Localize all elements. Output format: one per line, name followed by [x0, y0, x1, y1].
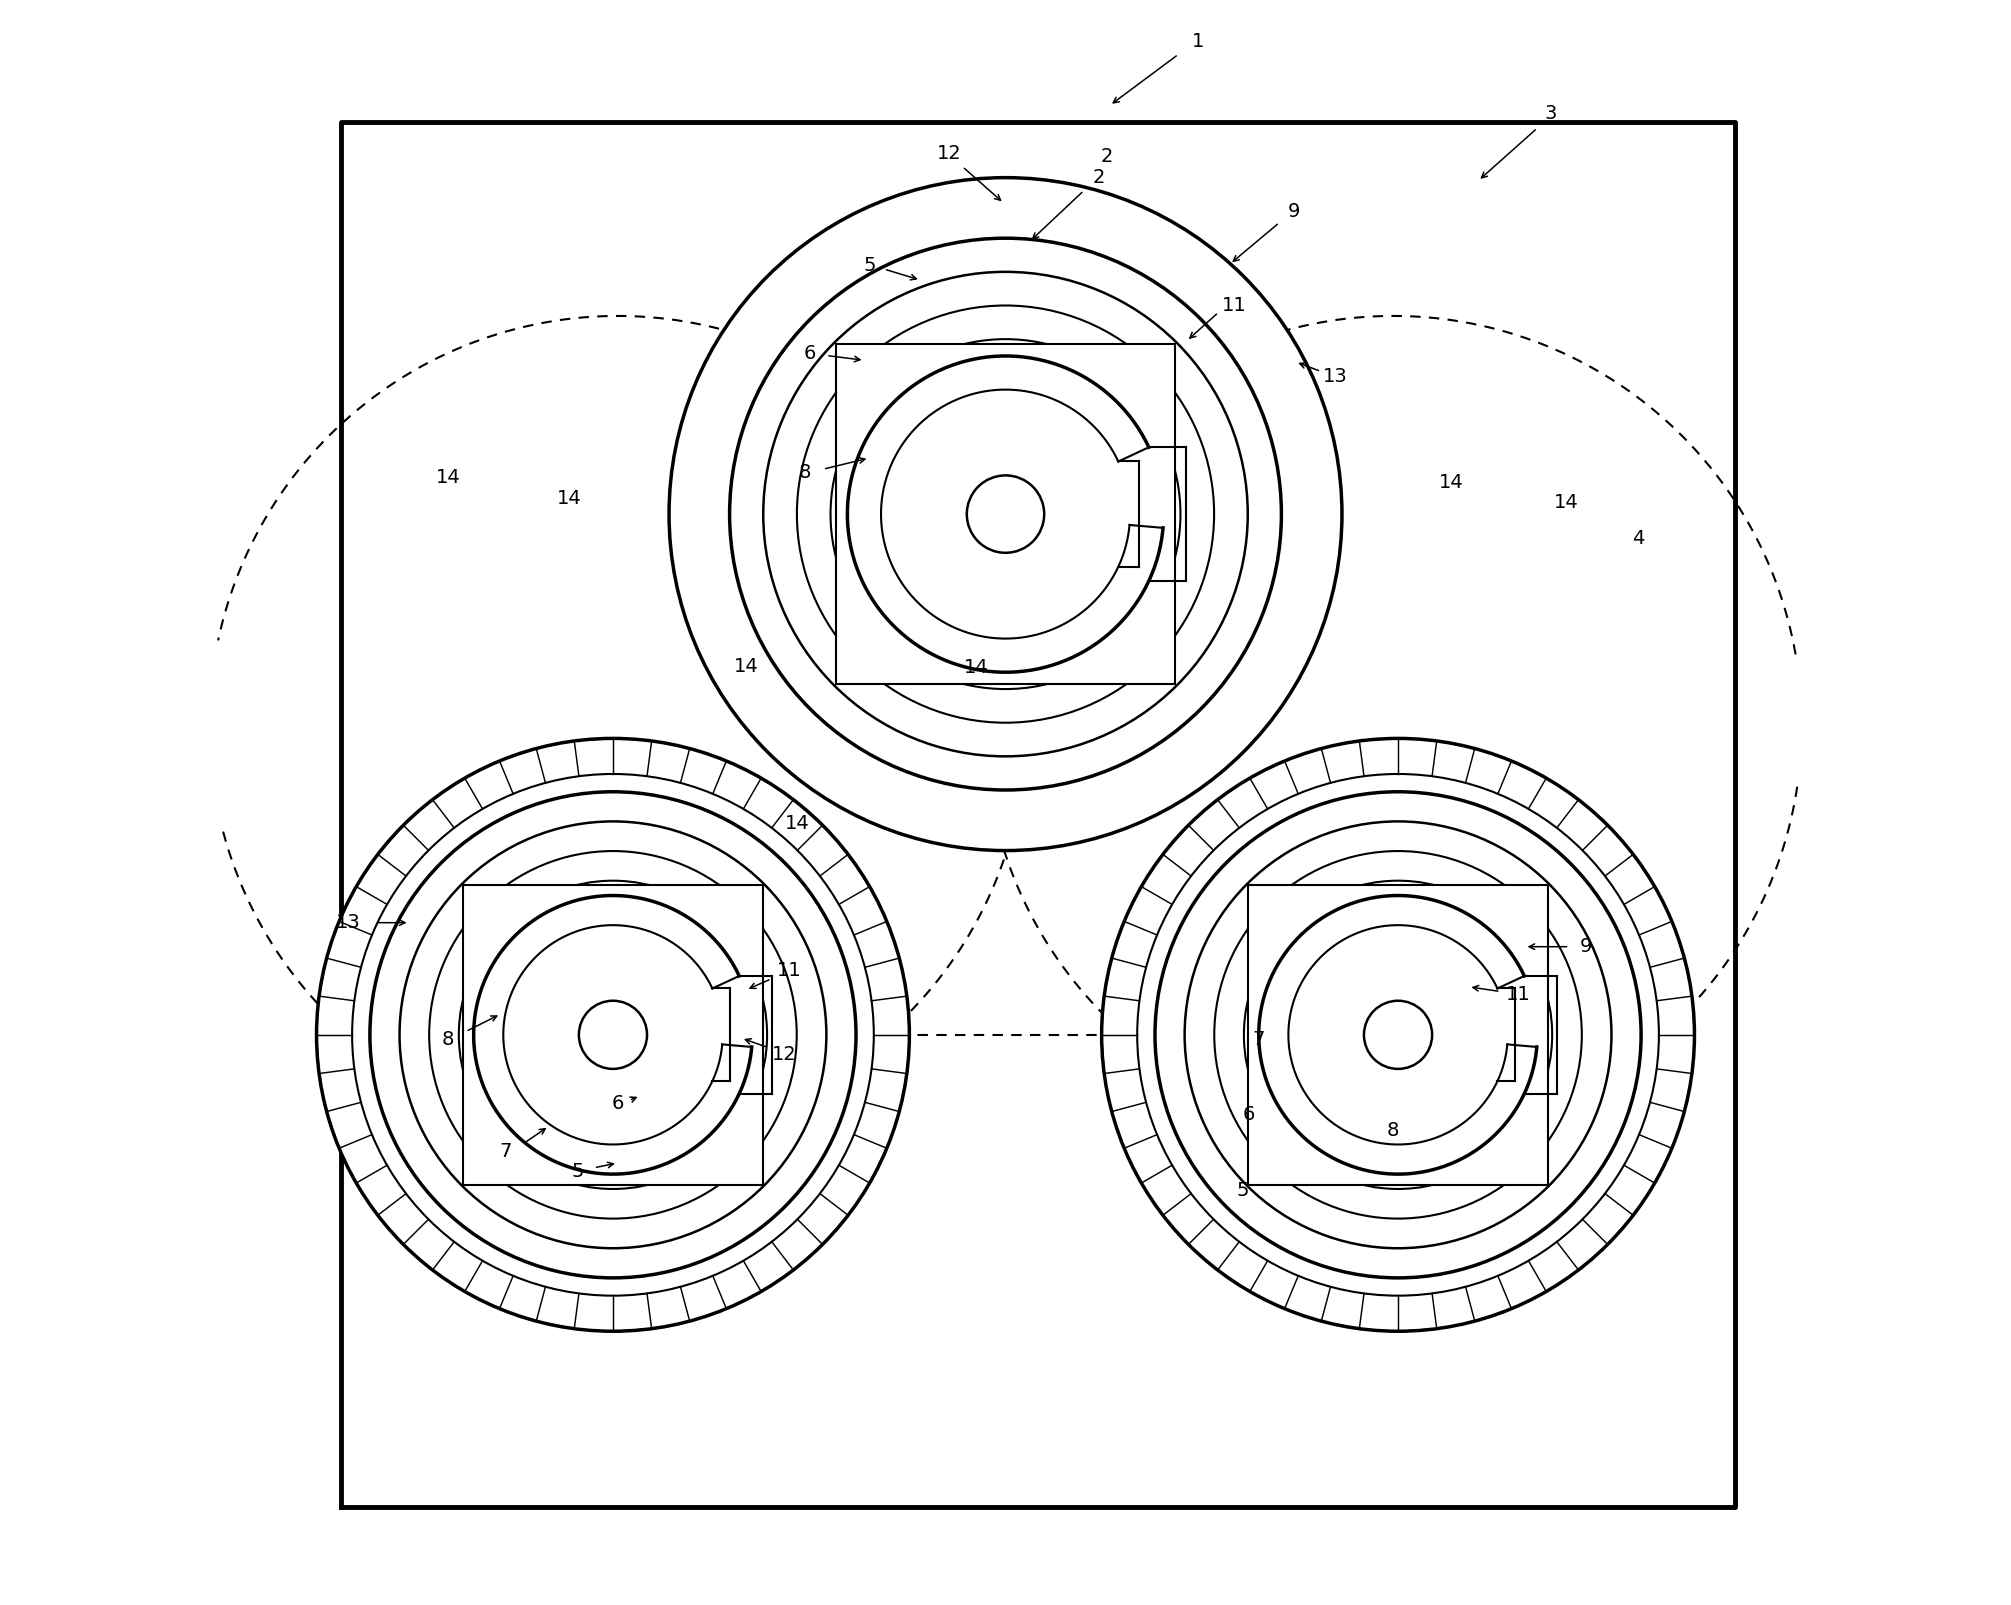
Bar: [835, 343, 1176, 684]
Text: 11: 11: [1506, 985, 1530, 1005]
Text: 14: 14: [557, 488, 581, 507]
Circle shape: [1102, 738, 1695, 1331]
Circle shape: [764, 271, 1247, 756]
Circle shape: [1215, 851, 1583, 1218]
Circle shape: [370, 791, 857, 1278]
Text: 1: 1: [1193, 32, 1205, 51]
Text: 13: 13: [336, 913, 360, 933]
Text: 12: 12: [772, 1045, 796, 1064]
Circle shape: [1245, 881, 1552, 1189]
Text: 14: 14: [436, 467, 461, 486]
Circle shape: [1102, 738, 1695, 1331]
Circle shape: [796, 305, 1215, 722]
Bar: [463, 884, 762, 1184]
Text: 14: 14: [965, 658, 989, 677]
Text: 3: 3: [1544, 104, 1557, 124]
Text: 11: 11: [1223, 297, 1247, 315]
Circle shape: [831, 339, 1180, 689]
Circle shape: [730, 238, 1281, 790]
Circle shape: [400, 822, 827, 1249]
Text: 14: 14: [1555, 493, 1579, 512]
Text: 11: 11: [776, 961, 802, 981]
Circle shape: [316, 738, 909, 1331]
Text: 8: 8: [442, 1030, 454, 1050]
Text: 2: 2: [1092, 169, 1104, 188]
Text: 14: 14: [1438, 472, 1464, 491]
Circle shape: [579, 1002, 648, 1069]
Circle shape: [316, 738, 909, 1331]
Text: 7: 7: [499, 1143, 511, 1162]
Text: 6: 6: [1243, 1106, 1255, 1125]
Text: 8: 8: [1388, 1122, 1400, 1141]
Text: 4: 4: [1633, 528, 1645, 547]
Text: 14: 14: [784, 814, 810, 833]
Circle shape: [1184, 822, 1611, 1249]
Text: 5: 5: [863, 257, 875, 274]
Text: 13: 13: [1323, 368, 1347, 385]
Circle shape: [670, 178, 1341, 851]
Text: 7: 7: [1253, 1030, 1265, 1050]
Text: 5: 5: [571, 1162, 583, 1181]
Text: 6: 6: [611, 1095, 623, 1114]
Text: 6: 6: [804, 345, 816, 363]
Circle shape: [428, 851, 796, 1218]
Text: 8: 8: [798, 462, 810, 481]
Text: 5: 5: [1237, 1181, 1249, 1201]
Bar: [1249, 884, 1548, 1184]
Text: 14: 14: [734, 656, 758, 676]
Circle shape: [1363, 1002, 1432, 1069]
Circle shape: [1154, 791, 1641, 1278]
Text: 2: 2: [1100, 148, 1112, 167]
Circle shape: [967, 475, 1044, 552]
Text: 12: 12: [937, 144, 961, 164]
Circle shape: [459, 881, 766, 1189]
Text: 9: 9: [1287, 202, 1299, 221]
Text: 9: 9: [1579, 937, 1591, 957]
